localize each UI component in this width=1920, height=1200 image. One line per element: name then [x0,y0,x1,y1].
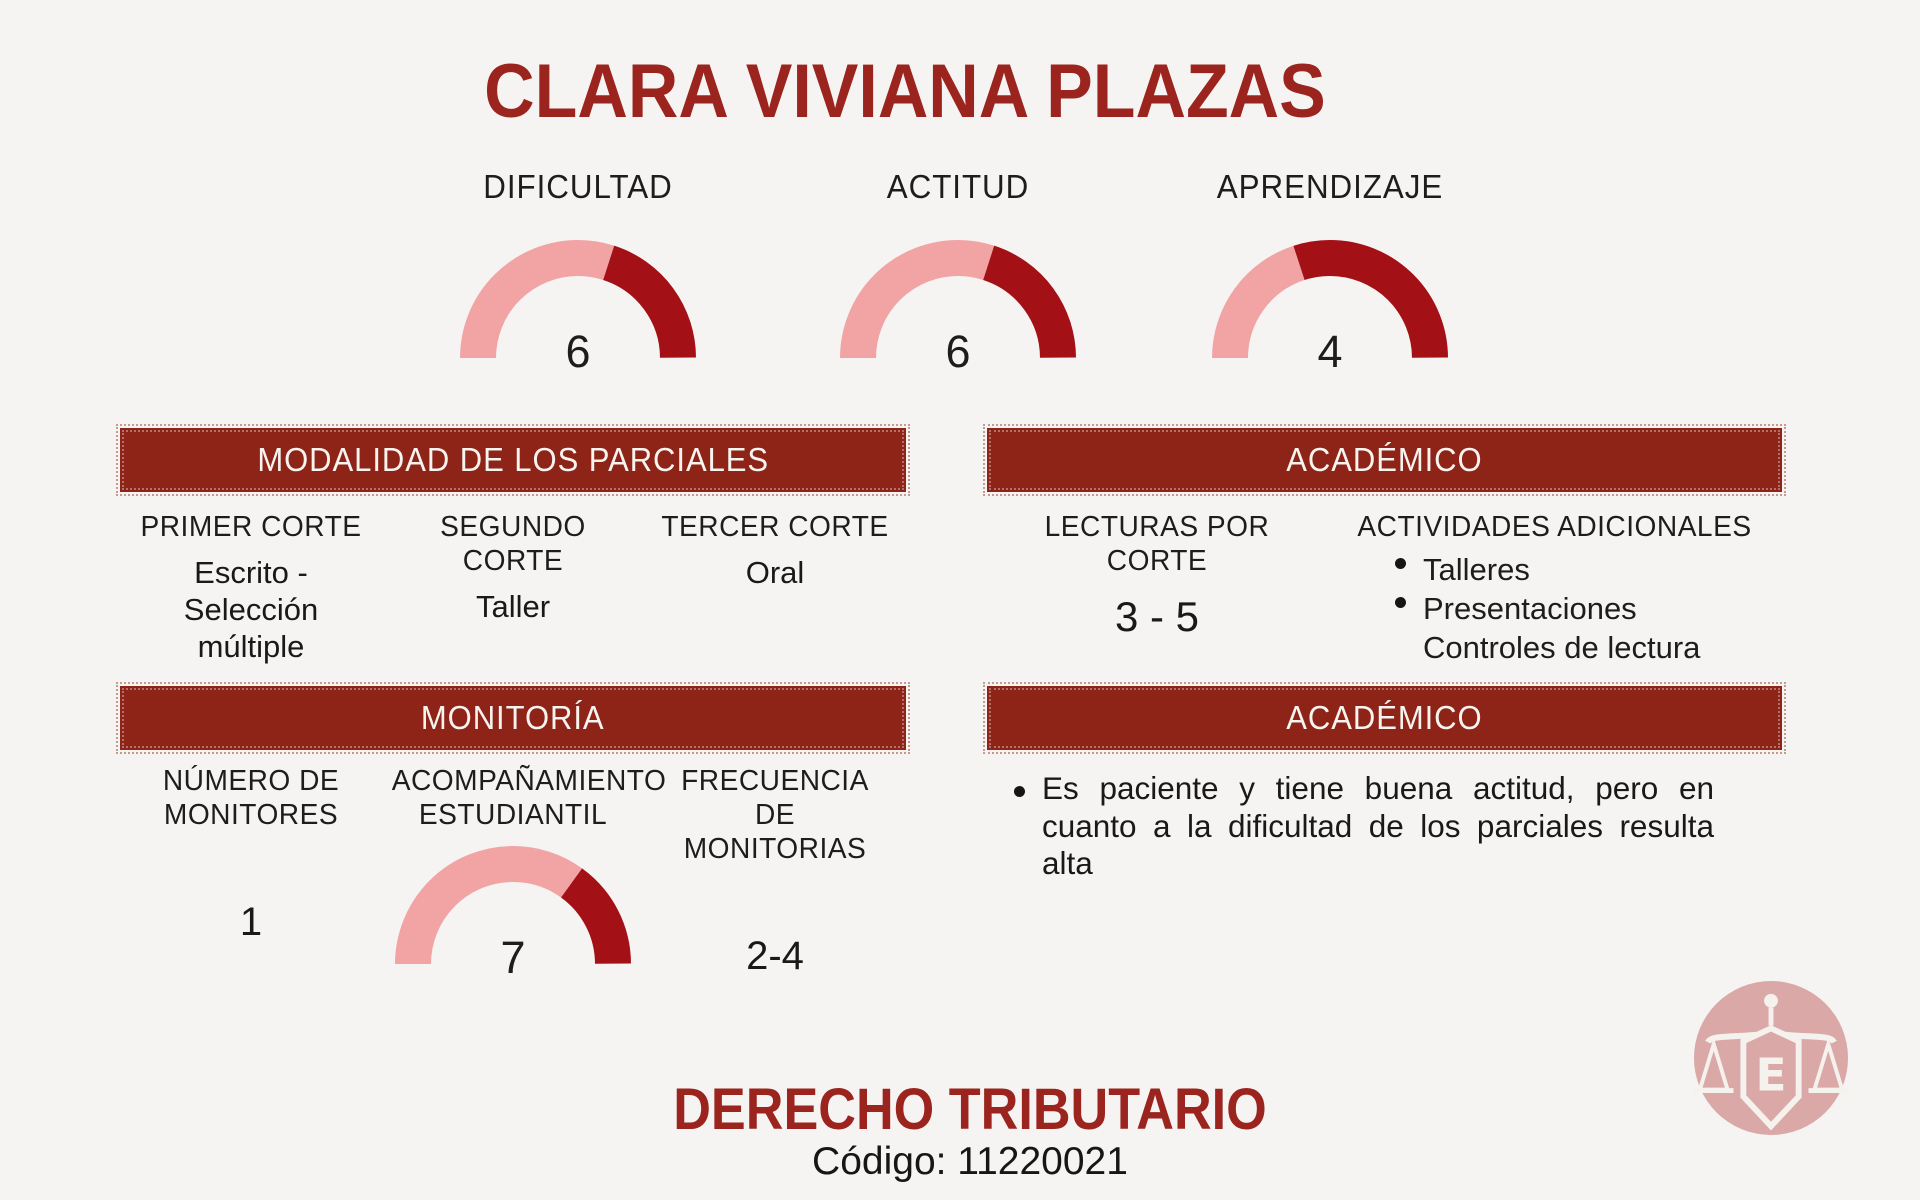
gauge-arc [1212,240,1448,359]
column-header: ACOMPAÑAMIENTO ESTUDIANTIL [391,765,667,831]
list-item: Controles de lectura [1395,628,1782,667]
gauge-arc [395,846,631,965]
academico-comment: Es paciente y tiene buena actitud, pero … [1014,770,1728,883]
column-header: ACTIVIDADES ADICIONALES [1357,511,1752,543]
dificultad-gauge-chart: 6 [458,238,698,378]
gauge-value: 7 [500,932,526,983]
academico-superior-columns: LECTURAS POR CORTE 3 - 5 ACTIVIDADES ADI… [987,510,1782,667]
list-item: Presentaciones [1395,589,1782,628]
gauge-value: 6 [945,326,971,377]
column-header: SEGUNDO CORTE [440,511,586,577]
comment-text: Es paciente y tiene buena actitud, pero … [1042,770,1714,881]
actitud-gauge-chart: 6 [838,238,1078,378]
lecturas-column: LECTURAS POR CORTE 3 - 5 [987,510,1327,667]
modalidad-column-segundo: SEGUNDO CORTE Taller [382,510,644,665]
banner-title: MONITORÍA [421,699,605,736]
monitoria-columns: NÚMERO DE MONITORES 1 ACOMPAÑAMIENTO EST… [120,764,906,984]
banner-modalidad: MODALIDAD DE LOS PARCIALES [116,424,910,496]
acompanamiento-column: ACOMPAÑAMIENTO ESTUDIANTIL 7 [382,764,667,984]
list-item-text: Presentaciones [1423,591,1637,626]
list-item: Talleres [1395,550,1782,589]
aprendizaje-gauge-chart: 4 [1210,238,1450,378]
list-item-text: Controles de lectura [1423,630,1701,665]
banner-title: ACADÉMICO [1286,699,1483,736]
column-header: TERCER CORTE [661,511,889,543]
gauge-value: 4 [1317,326,1343,377]
monitores-column: NÚMERO DE MONITORES 1 [120,764,382,984]
banner-academico-superior: ACADÉMICO [983,424,1786,496]
column-header: PRIMER CORTE [140,511,362,543]
bullet-dot [1395,558,1406,569]
modalidad-column-primer: PRIMER CORTE Escrito - Selección múltipl… [120,510,382,665]
scales-of-justice-logo: E [1692,979,1850,1137]
bullet-dot [1014,786,1025,797]
bullet-dot [1395,597,1406,608]
banner-academico-inferior: ACADÉMICO [983,682,1786,754]
gauge-arc [840,240,1076,359]
course-title: DERECHO TRIBUTARIO [673,1077,1267,1142]
gauge-dificultad: DIFICULTAD 6 [438,168,718,378]
gauge-label: APRENDIZAJE [1216,168,1444,205]
gauge-label: DIFICULTAD [483,168,673,205]
column-value: Oral [745,555,805,590]
page-title: CLARA VIVIANA PLAZAS [484,49,1326,134]
gauge-arc [460,240,696,359]
banner-title: ACADÉMICO [1286,441,1483,478]
gauge-value: 6 [565,326,591,377]
modalidad-column-tercer: TERCER CORTE Oral [644,510,906,665]
column-value: 2-4 [746,934,804,978]
banner-title: MODALIDAD DE LOS PARCIALES [257,441,769,478]
actividades-column: ACTIVIDADES ADICIONALES Talleres Present… [1327,510,1782,667]
frecuencia-column: FRECUENCIA DE MONITORIAS 2-4 [644,764,906,984]
scales-of-justice-icon: E [1693,980,1849,1136]
banner-monitoria: MONITORÍA [116,682,910,754]
modalidad-columns: PRIMER CORTE Escrito - Selección múltipl… [120,510,906,665]
actividades-list: Talleres Presentaciones Controles de lec… [1395,550,1782,667]
gauge-actitud: ACTITUD 6 [818,168,1098,378]
list-item-text: Talleres [1423,552,1530,587]
course-code: Código: 11220021 [812,1140,1128,1183]
acompanamiento-gauge-chart: 7 [393,844,633,984]
logo-letter: E [1755,1049,1786,1102]
column-header: NÚMERO DE MONITORES [162,765,340,831]
column-header: LECTURAS POR CORTE [1044,511,1270,577]
column-value: Taller [475,589,551,624]
gauge-label: ACTITUD [886,168,1030,205]
column-value: 3 - 5 [1114,593,1200,640]
column-value: Escrito - Selección múltiple [183,555,319,664]
column-value: 1 [239,900,263,944]
column-header: FRECUENCIA DE MONITORIAS [681,765,869,865]
gauge-aprendizaje: APRENDIZAJE 4 [1190,168,1470,378]
